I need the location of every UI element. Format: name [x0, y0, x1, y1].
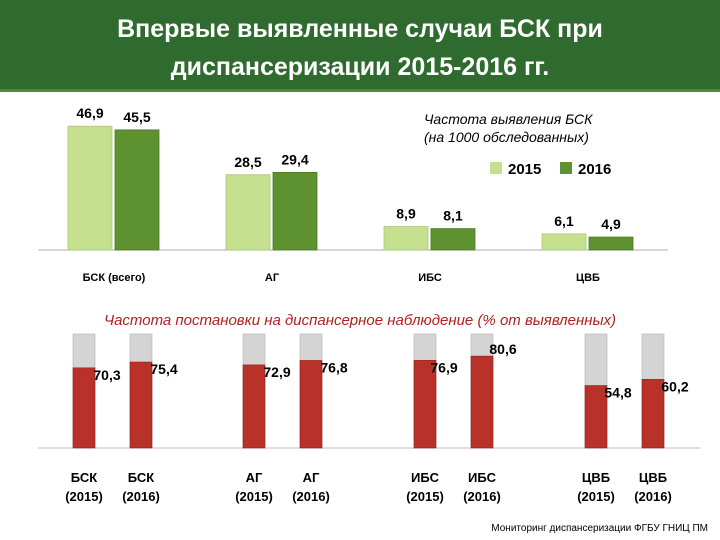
bar-value-4: [413, 360, 437, 449]
data-label-2016-0: 45,5: [123, 109, 150, 125]
page-title: Впервые выявленные случаи БСК при диспан…: [117, 15, 603, 81]
bar-value-2: [242, 364, 266, 449]
bar-2015-2: [383, 226, 429, 251]
bar-2015-0: [67, 125, 113, 251]
tick-label-2-6: ЦВБ (2015): [577, 470, 615, 504]
bar-value-3: [299, 360, 323, 449]
bar-value-5: [470, 355, 494, 449]
legend-swatch-2015: [490, 162, 502, 174]
bar-2015-3: [541, 233, 587, 251]
title-banner: Впервые выявленные случаи БСК при диспан…: [0, 0, 720, 92]
data-label-3: 76,8: [320, 359, 347, 375]
bar-value-1: [129, 361, 153, 449]
bar-2016-1: [272, 171, 318, 251]
data-label-4: 76,9: [430, 359, 457, 375]
data-label-2016-1: 29,4: [281, 151, 308, 167]
data-label-5: 80,6: [489, 341, 516, 357]
chart1-title: Частота выявления БСК (на 1000 обследован…: [424, 111, 593, 145]
data-label-2: 72,9: [263, 364, 290, 380]
data-label-1: 75,4: [150, 361, 177, 377]
tick-label-2: ИБС: [418, 272, 442, 284]
bar-value-0: [72, 367, 96, 449]
tick-label-0: БСК (всего): [83, 272, 146, 284]
data-label-0: 70,3: [93, 367, 120, 383]
bar-value-6: [584, 385, 608, 449]
data-label-2016-3: 4,9: [601, 216, 621, 232]
data-label-2015-3: 6,1: [554, 213, 574, 229]
data-label-7: 60,2: [661, 378, 688, 394]
legend-label-2016: 2016: [578, 161, 611, 178]
source-note: Мониторинг диспансеризации ФГБУ ГНИЦ ПМ: [491, 523, 708, 534]
bar-2016-0: [114, 129, 160, 251]
tick-label-2-3: АГ (2016): [292, 470, 330, 504]
tick-label-2-2: АГ (2015): [235, 470, 273, 504]
tick-label-3: ЦВБ: [576, 272, 600, 284]
data-label-2015-0: 46,9: [76, 105, 103, 121]
data-label-2015-1: 28,5: [234, 154, 261, 170]
detection-rate-chart: 46,9 45,5 БСК (всего) 28,5 29,4 АГ 8,9 8,1 ИБС 6,…: [38, 105, 668, 284]
bar-2016-3: [588, 236, 634, 251]
tick-label-1: АГ: [265, 272, 280, 284]
data-label-6: 54,8: [604, 385, 631, 401]
tick-label-2-7: ЦВБ (2016): [634, 470, 672, 504]
bar-value-7: [641, 379, 665, 449]
tick-label-2-1: БСК (2016): [122, 470, 160, 504]
legend-swatch-2016: [560, 162, 572, 174]
tick-label-2-4: ИБС (2015): [406, 470, 444, 504]
data-label-2015-2: 8,9: [396, 206, 416, 222]
chart2-title: Частота постановки на диспансерное наблю…: [104, 312, 616, 329]
bar-2016-2: [430, 228, 476, 251]
data-label-2016-2: 8,1: [443, 208, 463, 224]
tick-label-2-5: ИБС (2016): [463, 470, 501, 504]
bar-2015-1: [225, 174, 271, 251]
tick-label-2-0: БСК (2015): [65, 470, 103, 504]
legend-label-2015: 2015: [508, 161, 541, 178]
legend: 2015 2016: [490, 161, 611, 178]
